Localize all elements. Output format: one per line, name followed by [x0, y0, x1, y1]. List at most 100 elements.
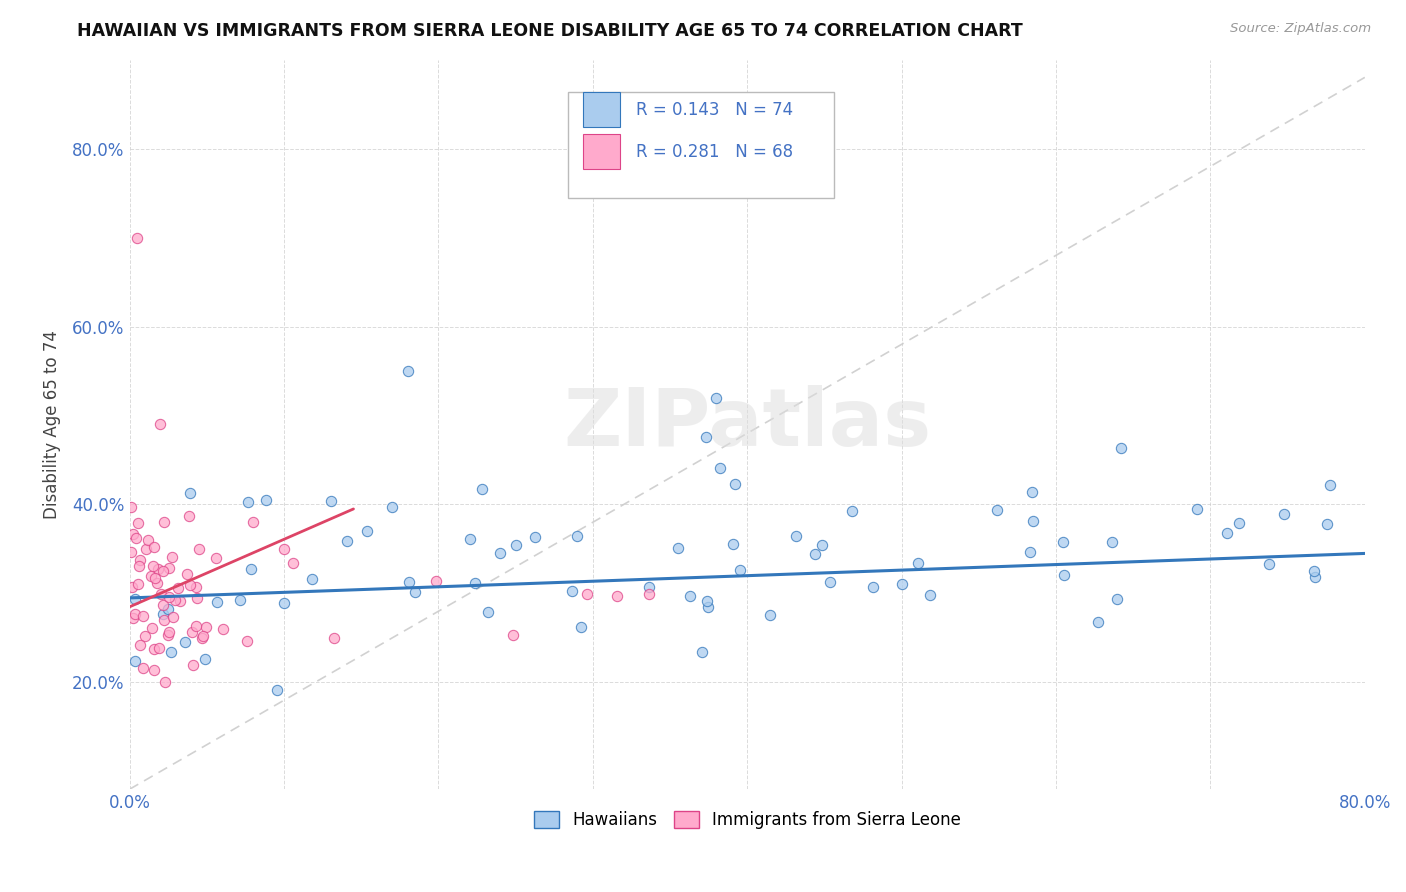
- Point: [146, 576, 169, 591]
- Point: [841, 504, 863, 518]
- Point: [381, 500, 404, 514]
- Point: [709, 461, 731, 475]
- Point: [179, 485, 201, 500]
- Point: [810, 538, 832, 552]
- Point: [157, 625, 180, 640]
- Point: [266, 682, 288, 697]
- Point: [336, 534, 359, 549]
- Point: [157, 590, 180, 604]
- Point: [142, 540, 165, 554]
- Point: [139, 569, 162, 583]
- Point: [785, 529, 807, 543]
- Point: [728, 563, 751, 577]
- Point: [205, 551, 228, 566]
- Point: [127, 516, 149, 530]
- Point: [127, 577, 149, 591]
- Text: R = 0.143   N = 74: R = 0.143 N = 74: [636, 101, 793, 119]
- Point: [238, 494, 260, 508]
- Point: [505, 538, 527, 552]
- Point: [242, 516, 264, 530]
- Point: [134, 629, 156, 643]
- Point: [1316, 516, 1339, 531]
- Point: [565, 529, 588, 543]
- Point: [127, 230, 149, 244]
- Point: [281, 557, 304, 571]
- Point: [129, 552, 152, 566]
- Point: [818, 575, 841, 590]
- Point: [205, 595, 228, 609]
- Point: [1105, 591, 1128, 606]
- Text: Source: ZipAtlas.com: Source: ZipAtlas.com: [1230, 22, 1371, 36]
- Point: [696, 599, 718, 614]
- Point: [396, 364, 419, 378]
- Point: [1101, 535, 1123, 549]
- Point: [129, 638, 152, 652]
- Point: [148, 641, 170, 656]
- Point: [179, 578, 201, 592]
- Point: [489, 546, 512, 560]
- Point: [184, 581, 207, 595]
- Point: [458, 533, 481, 547]
- Point: [696, 594, 718, 608]
- Point: [319, 494, 342, 508]
- Point: [679, 589, 702, 603]
- Point: [254, 493, 277, 508]
- Point: [143, 571, 166, 585]
- Point: [169, 594, 191, 608]
- Point: [1229, 516, 1251, 531]
- Point: [152, 599, 174, 613]
- Point: [637, 580, 659, 594]
- Point: [149, 417, 172, 432]
- Point: [194, 620, 217, 634]
- Point: [132, 661, 155, 675]
- Point: [124, 607, 146, 622]
- Point: [758, 608, 780, 623]
- Text: ZIPatlas: ZIPatlas: [562, 385, 931, 464]
- Point: [142, 663, 165, 677]
- Point: [862, 580, 884, 594]
- Point: [179, 508, 201, 523]
- Point: [569, 620, 592, 634]
- Point: [122, 527, 145, 541]
- Text: HAWAIIAN VS IMMIGRANTS FROM SIERRA LEONE DISABILITY AGE 65 TO 74 CORRELATION CHA: HAWAIIAN VS IMMIGRANTS FROM SIERRA LEONE…: [77, 22, 1024, 40]
- Point: [1087, 615, 1109, 629]
- Point: [723, 477, 745, 491]
- Point: [721, 537, 744, 551]
- Point: [1215, 525, 1237, 540]
- Point: [121, 580, 143, 594]
- Point: [561, 584, 583, 599]
- Point: [186, 591, 208, 605]
- Y-axis label: Disability Age 65 to 74: Disability Age 65 to 74: [44, 330, 60, 519]
- Point: [142, 559, 165, 574]
- Point: [301, 572, 323, 586]
- Point: [666, 541, 689, 555]
- Bar: [583, 93, 620, 128]
- Point: [471, 483, 494, 497]
- Legend: Hawaiians, Immigrants from Sierra Leone: Hawaiians, Immigrants from Sierra Leone: [527, 804, 967, 836]
- Point: [121, 610, 143, 624]
- Point: [132, 609, 155, 624]
- Point: [183, 657, 205, 672]
- Point: [1109, 442, 1132, 456]
- Point: [356, 524, 378, 539]
- Point: [240, 562, 263, 576]
- Point: [986, 503, 1008, 517]
- Point: [273, 596, 295, 610]
- Point: [157, 602, 180, 616]
- Point: [524, 530, 547, 544]
- Point: [1052, 534, 1074, 549]
- Point: [236, 634, 259, 648]
- Point: [136, 533, 159, 547]
- Point: [1303, 564, 1326, 578]
- Point: [152, 607, 174, 622]
- Point: [1319, 477, 1341, 491]
- Point: [477, 605, 499, 619]
- Point: [141, 621, 163, 635]
- Point: [190, 632, 212, 646]
- Point: [907, 556, 929, 570]
- Point: [160, 550, 183, 565]
- Point: [690, 644, 713, 658]
- Point: [148, 562, 170, 576]
- Point: [142, 642, 165, 657]
- Point: [212, 622, 235, 636]
